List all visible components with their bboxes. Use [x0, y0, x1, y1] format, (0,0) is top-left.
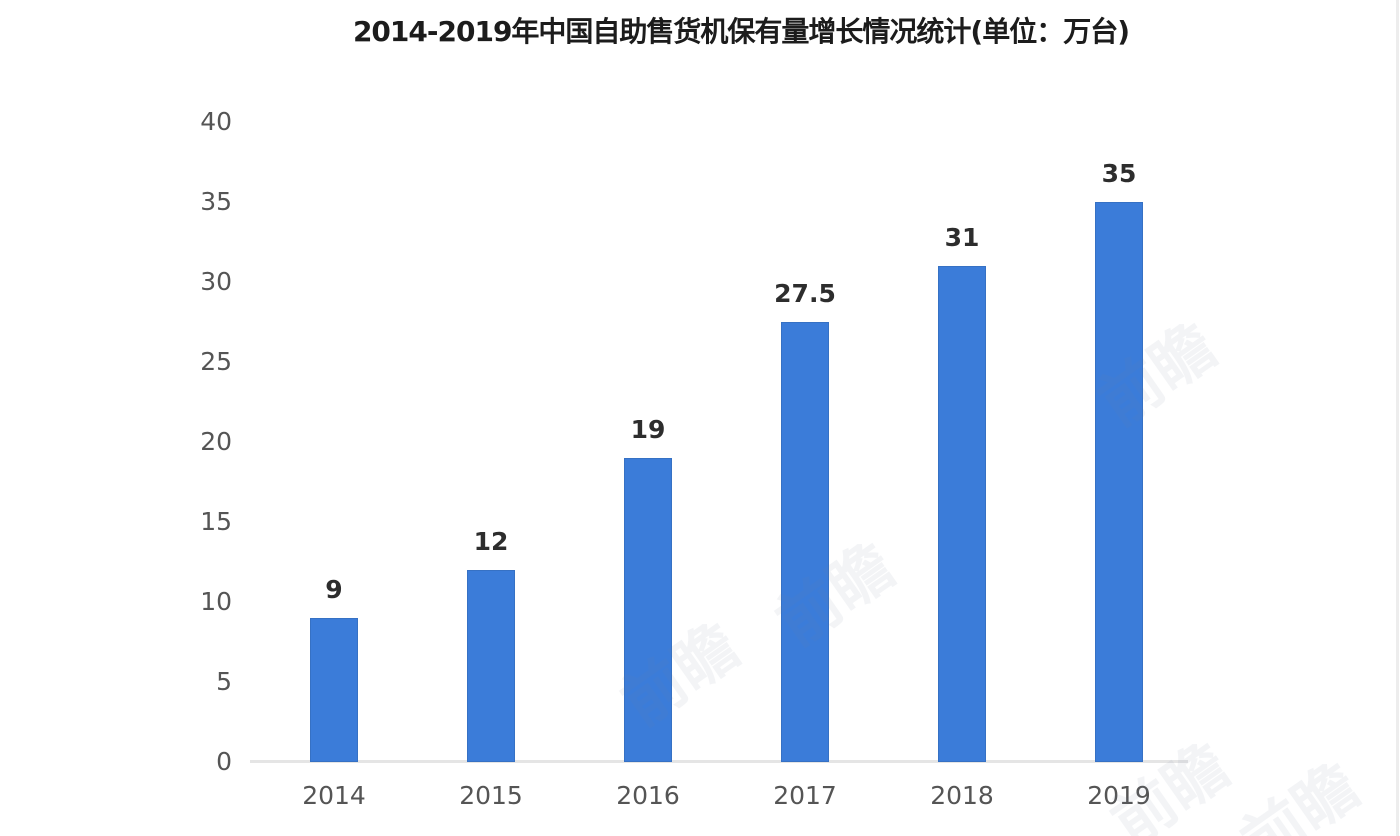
bar-2017 [781, 322, 829, 762]
value-label-2018: 31 [944, 223, 980, 252]
x-axis-tick-label-2015: 2015 [459, 781, 523, 810]
value-label-2015: 12 [473, 527, 509, 556]
bar-2016 [624, 458, 672, 762]
x-axis-tick-label-2019: 2019 [1087, 781, 1151, 810]
y-axis-tick-label-15: 15 [200, 507, 232, 536]
bar-2018 [938, 266, 986, 762]
value-label-2017: 27.5 [774, 279, 836, 308]
y-axis-tick-label-20: 20 [200, 427, 232, 456]
y-axis-tick-label-5: 5 [216, 667, 232, 696]
x-axis-tick-label-2014: 2014 [302, 781, 366, 810]
y-axis-tick-label-35: 35 [200, 187, 232, 216]
value-label-2019: 35 [1101, 159, 1137, 188]
x-axis-line [250, 760, 1188, 763]
x-axis-tick-label-2016: 2016 [616, 781, 680, 810]
watermark-ghost-1: 前瞻 [763, 529, 907, 660]
bar-2019 [1095, 202, 1143, 762]
value-label-2014: 9 [325, 575, 343, 604]
bar-2014 [310, 618, 358, 762]
x-axis-tick-label-2018: 2018 [930, 781, 994, 810]
value-label-2016: 19 [630, 415, 666, 444]
y-axis-tick-label-10: 10 [200, 587, 232, 616]
y-axis-tick-label-40: 40 [200, 107, 232, 136]
chart-title: 2014-2019年中国自助售货机保有量增长情况统计(单位：万台) [352, 15, 1130, 48]
y-axis-tick-label-0: 0 [216, 747, 232, 776]
y-axis-tick-label-25: 25 [200, 347, 232, 376]
right-edge-artifact [1396, 0, 1399, 836]
y-axis-tick-label-30: 30 [200, 267, 232, 296]
bar-2015 [467, 570, 515, 762]
watermark-ghost-5: 前瞻 [1228, 749, 1372, 836]
x-axis-tick-label-2017: 2017 [773, 781, 837, 810]
